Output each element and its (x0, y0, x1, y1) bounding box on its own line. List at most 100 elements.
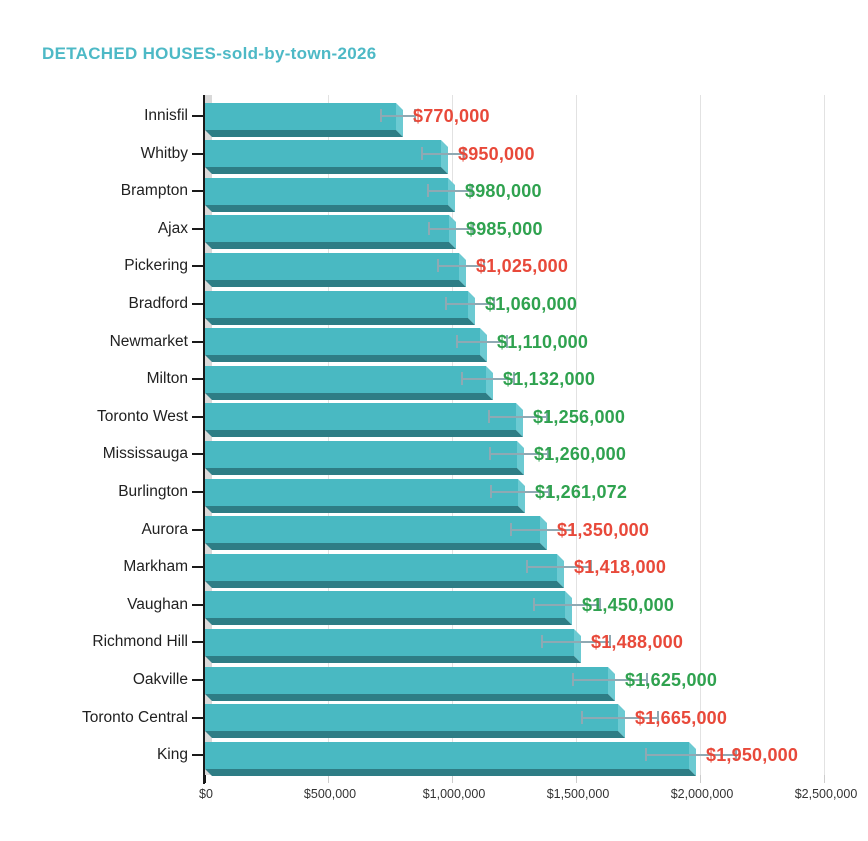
error-bar-cap-right (493, 297, 495, 310)
error-bar (380, 115, 416, 117)
value-label: $1,450,000 (582, 595, 675, 615)
error-bar-cap-left (421, 147, 423, 160)
y-axis-tick (192, 754, 205, 756)
bar-bevel-bottom-icon (205, 355, 487, 362)
bar (205, 103, 396, 130)
bar-bevel-bottom-icon (205, 242, 456, 249)
error-bar (489, 453, 549, 455)
y-axis-tick (192, 604, 205, 606)
bar-bevel-right-icon (449, 215, 456, 249)
error-bar (572, 679, 648, 681)
y-axis-tick (192, 153, 205, 155)
value-label: $1,132,000 (503, 369, 596, 389)
bar (205, 215, 449, 242)
error-bar-cap-left (427, 184, 429, 197)
error-bar-cap-right (506, 335, 508, 348)
bar-bevel-right-icon (518, 479, 525, 513)
value-label: $985,000 (466, 219, 543, 239)
x-axis-tick-label: $2,500,000 (794, 787, 858, 801)
bar-bevel-right-icon (441, 140, 448, 174)
error-bar (428, 228, 474, 230)
bar-bevel-right-icon (486, 366, 493, 400)
bar-bevel-right-icon (689, 742, 696, 776)
bar-bevel-right-icon (396, 103, 403, 137)
bar-bevel-bottom-icon (205, 543, 547, 550)
bar-bevel-bottom-icon (205, 318, 475, 325)
category-label: Toronto Central (82, 709, 188, 726)
category-label: Burlington (118, 483, 188, 500)
error-bar-cap-left (488, 410, 490, 423)
error-bar-cap-right (414, 109, 416, 122)
x-axis-tick-label: $1,000,000 (422, 787, 486, 801)
gridline (700, 95, 701, 775)
value-label: $1,350,000 (557, 520, 650, 540)
error-bar (645, 754, 737, 756)
y-axis-line (203, 95, 205, 784)
bar (205, 629, 574, 656)
x-axis-tick (328, 775, 329, 783)
y-axis-tick (192, 491, 205, 493)
bar (205, 328, 480, 355)
chart-title: DETACHED HOUSES-sold-by-town-2026 (42, 44, 377, 63)
bar (205, 554, 557, 581)
bar-bevel-bottom-icon (205, 731, 625, 738)
error-bar (427, 190, 473, 192)
error-bar-cap-left (437, 259, 439, 272)
value-label: $1,665,000 (635, 708, 728, 728)
x-axis-tick (452, 775, 453, 783)
y-axis-tick (192, 265, 205, 267)
error-bar (421, 153, 465, 155)
y-axis-tick (192, 416, 205, 418)
value-label: $980,000 (465, 181, 542, 201)
bar-bevel-right-icon (608, 667, 615, 701)
x-axis-tick-label: $0 (199, 787, 213, 801)
value-label: $1,488,000 (591, 632, 684, 652)
bar (205, 591, 565, 618)
value-label: $1,256,000 (533, 407, 626, 427)
error-bar (541, 641, 611, 643)
bar-bevel-bottom-icon (205, 769, 696, 776)
gridline (576, 95, 577, 775)
error-bar (490, 491, 550, 493)
error-bar-cap-right (483, 259, 485, 272)
error-bar-cap-left (445, 297, 447, 310)
bar-bevel-bottom-icon (205, 167, 448, 174)
error-bar-cap-right (609, 635, 611, 648)
y-axis-tick (192, 453, 205, 455)
value-label: $770,000 (413, 106, 490, 126)
y-axis-tick (192, 679, 205, 681)
y-axis-tick (192, 303, 205, 305)
error-bar-cap-right (513, 372, 515, 385)
category-label: Aurora (141, 521, 188, 538)
bar (205, 742, 689, 769)
error-bar-cap-left (428, 222, 430, 235)
error-bar-cap-right (646, 673, 648, 686)
bar-bevel-right-icon (468, 291, 475, 325)
bar (205, 253, 459, 280)
bar-bevel-right-icon (516, 403, 523, 437)
error-bar-cap-right (599, 598, 601, 611)
bar (205, 704, 618, 731)
error-bar-cap-right (735, 748, 737, 761)
bar-bevel-bottom-icon (205, 618, 572, 625)
bar (205, 366, 486, 393)
error-bar-cap-left (456, 335, 458, 348)
y-axis-tick (192, 190, 205, 192)
error-bar (533, 604, 601, 606)
category-label: Mississauga (102, 445, 188, 462)
error-bar-cap-left (572, 673, 574, 686)
error-bar-cap-right (548, 485, 550, 498)
category-label: Bradford (128, 295, 188, 312)
error-bar-cap-left (526, 560, 528, 573)
value-label: $1,418,000 (574, 557, 667, 577)
bar (205, 516, 540, 543)
category-label: Markham (123, 558, 188, 575)
error-bar-cap-left (490, 485, 492, 498)
error-bar (581, 717, 659, 719)
error-bar (437, 265, 485, 267)
bar-bevel-right-icon (448, 178, 455, 212)
value-label: $1,261,072 (535, 482, 628, 502)
error-bar-cap-right (547, 447, 549, 460)
bar-bevel-bottom-icon (205, 656, 581, 663)
